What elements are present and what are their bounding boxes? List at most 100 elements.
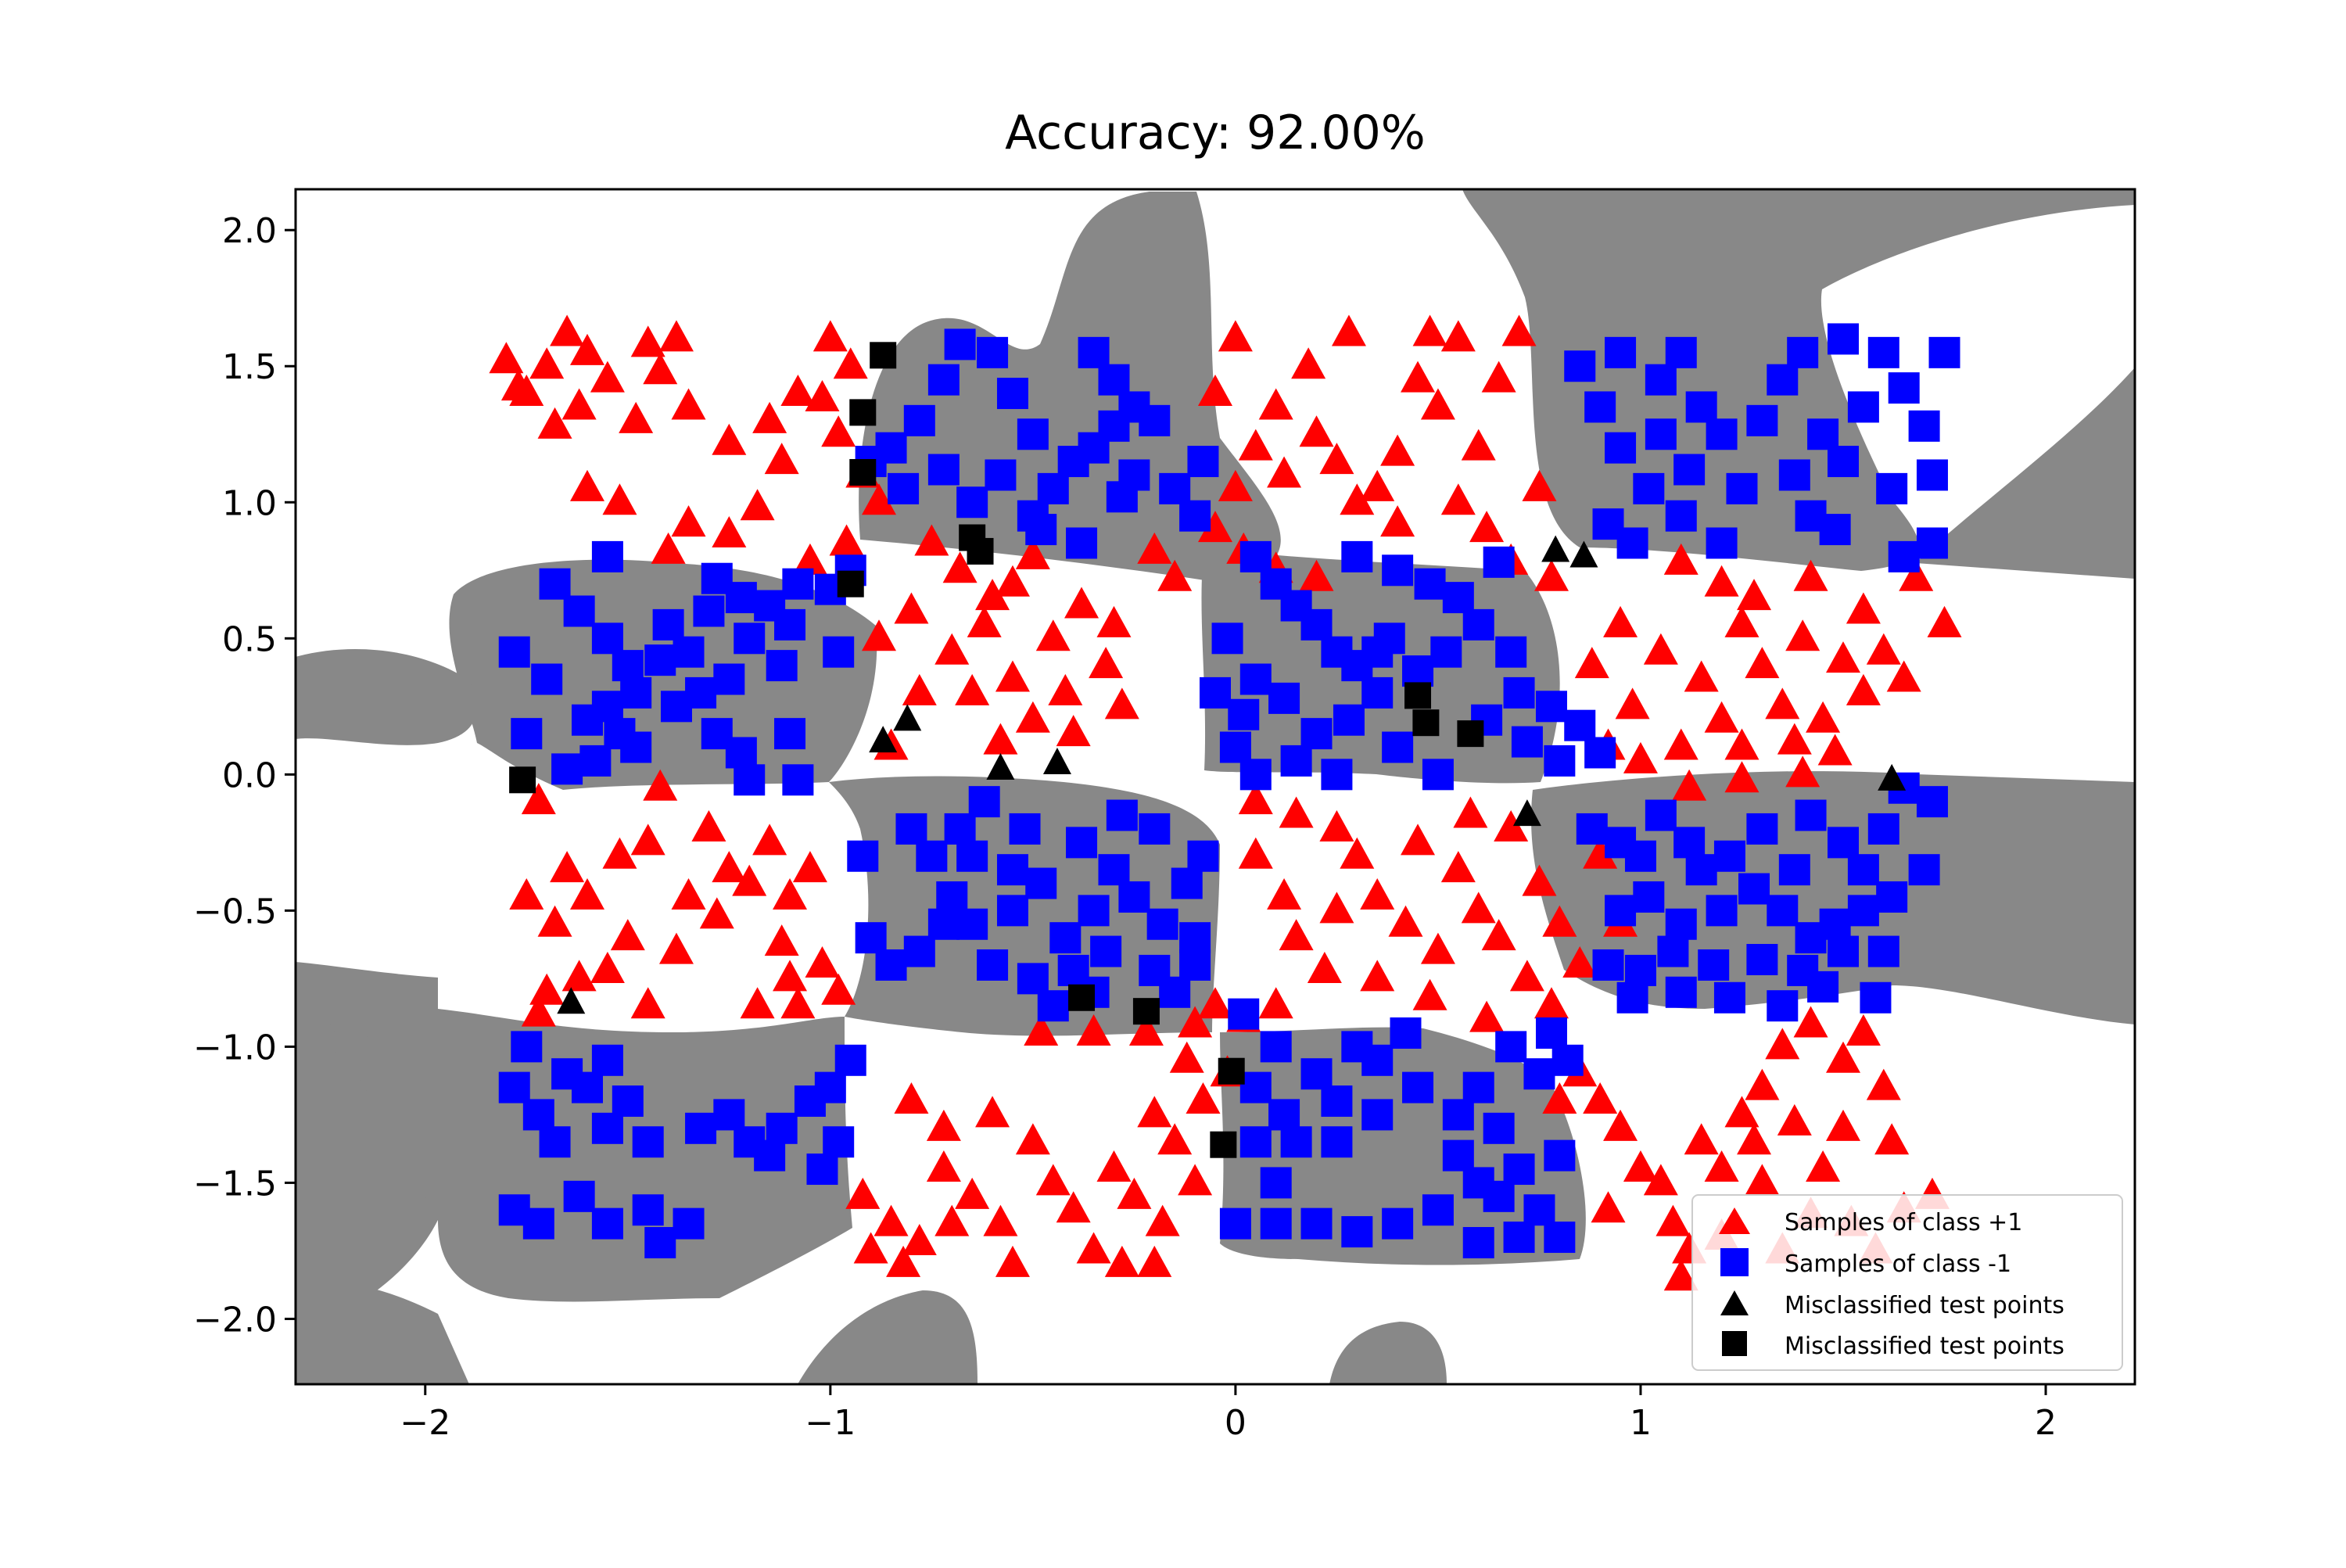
sample-triangle-marker-0-131 [671,877,706,910]
sample-triangle-marker-0-198 [853,1232,888,1264]
sample-square-marker-2-37 [1361,1099,1394,1131]
sample-triangle-marker-0-50 [1056,715,1091,747]
sample-square-marker-3-33 [1767,990,1799,1022]
sample-triangle-marker-0-157 [1388,905,1423,937]
sample-square-marker-2-23 [834,1044,866,1076]
misclassified-triangle-marker-4-8 [557,987,586,1014]
sample-triangle-marker-0-133 [732,864,767,896]
sample-square-marker-1-78 [1187,840,1219,872]
sample-triangle-marker-0-41 [1048,673,1083,705]
sample-triangle-marker-0-226 [1825,1109,1860,1141]
sample-triangle-marker-0-59 [1299,559,1334,591]
sample-triangle-marker-0-12 [500,369,536,401]
sample-square-marker-3-17 [1767,895,1799,927]
sample-triangle-marker-0-69 [1360,469,1395,501]
sample-triangle-marker-0-128 [521,995,556,1027]
misclassified-square-marker-5-6 [509,766,536,794]
sample-square-marker-1-150 [1787,336,1819,368]
sample-square-marker-1-43 [1017,418,1049,450]
sample-square-marker-1-154 [1847,391,1879,423]
misclassified-square-marker-5-13 [1210,1131,1237,1158]
sample-square-marker-1-47 [888,472,920,504]
sample-square-marker-2-6 [612,1085,644,1118]
sample-square-marker-1-14 [579,745,612,777]
sample-square-marker-3-11 [1847,854,1879,886]
sample-triangle-marker-0-239 [1684,1123,1719,1155]
sample-triangle-marker-0-149 [1319,892,1354,924]
sample-triangle-marker-0-189 [1169,1041,1204,1073]
sample-square-marker-3-6 [1713,840,1745,872]
sample-square-marker-3-35 [1665,976,1697,1008]
sample-triangle-marker-0-86 [1663,543,1699,575]
y-tick-label: 2.0 [222,211,277,251]
sample-triangle-marker-0-167 [1360,960,1395,992]
sample-triangle-marker-0-54 [1137,532,1172,564]
sample-square-marker-2-22 [814,1071,846,1103]
sample-square-marker-1-3 [591,623,623,655]
sample-triangle-marker-0-42 [1064,587,1099,619]
sample-square-marker-3-5 [1685,854,1717,886]
sample-square-marker-3-7 [1746,813,1778,845]
sample-square-marker-1-141 [1645,364,1677,396]
sample-square-marker-1-31 [660,691,692,723]
sample-triangle-marker-0-68 [1340,483,1375,515]
sample-triangle-marker-0-106 [1603,605,1638,637]
sample-square-marker-1-88 [855,922,887,954]
sample-square-marker-3-29 [1827,935,1859,967]
sample-square-marker-3-34 [1713,981,1745,1014]
sample-square-marker-1-163 [1673,454,1706,486]
sample-triangle-marker-0-156 [1420,932,1455,964]
sample-triangle-marker-0-210 [1583,1082,1618,1114]
misclassified-square-marker-5-8 [1412,709,1440,737]
sample-square-marker-1-58 [1159,472,1191,504]
sample-square-marker-1-153 [1807,418,1839,450]
sample-square-marker-1-20 [725,582,757,614]
sample-square-marker-1-111 [1239,663,1272,695]
sample-square-marker-1-114 [1239,759,1272,791]
sample-square-marker-1-83 [968,786,1000,818]
sample-square-marker-1-79 [1139,813,1171,845]
sample-triangle-marker-0-228 [1777,1103,1812,1136]
sample-triangle-marker-0-215 [1655,1204,1691,1236]
sample-triangle-marker-0-122 [509,877,544,910]
sample-triangle-marker-0-110 [1623,741,1658,773]
sample-square-marker-3-12 [1867,813,1899,845]
sample-square-marker-1-82 [1009,813,1041,845]
sample-triangle-marker-0-20 [821,415,856,447]
sample-triangle-marker-0-186 [1137,1096,1172,1128]
sample-triangle-marker-0-33 [942,551,978,583]
sample-square-marker-2-1 [498,1071,530,1103]
sample-triangle-marker-0-91 [1745,647,1780,679]
sample-square-marker-1-136 [1361,636,1394,668]
sample-triangle-marker-0-25 [792,543,827,575]
decision-region [1462,189,2135,571]
sample-triangle-marker-0-150 [1360,877,1395,910]
sample-square-marker-3-23 [1592,949,1624,981]
sample-square-marker-1-34 [774,718,806,750]
sample-triangle-marker-0-153 [1440,851,1476,883]
legend: Samples of class +1 Samples of class -1 … [1691,1194,2123,1371]
sample-square-marker-1-144 [1645,418,1677,450]
sample-square-marker-1-42 [996,378,1028,410]
sample-triangle-marker-0-32 [914,524,949,556]
sample-triangle-marker-0-168 [1307,951,1342,983]
legend-marker-class-neg [1720,1248,1749,1276]
sample-triangle-marker-0-113 [1817,734,1853,766]
sample-square-marker-1-149 [1767,364,1799,396]
sample-square-marker-2-13 [591,1207,623,1240]
sample-triangle-marker-0-172 [1238,783,1273,815]
sample-square-marker-1-132 [1584,737,1616,769]
sample-square-marker-1-135 [1382,731,1414,763]
sample-square-marker-1-120 [1442,582,1474,614]
sample-square-marker-2-0 [511,1031,543,1063]
sample-triangle-marker-0-130 [658,932,694,964]
sample-triangle-marker-0-177 [975,1096,1010,1128]
sample-triangle-marker-0-16 [780,375,816,407]
sample-square-marker-1-139 [1564,350,1596,382]
sample-triangle-marker-0-28 [671,505,706,537]
sample-triangle-marker-0-36 [1015,537,1050,569]
sample-triangle-marker-0-47 [1096,605,1132,637]
sample-square-marker-2-17 [685,1112,717,1144]
sample-square-marker-1-98 [1159,976,1191,1008]
sample-triangle-marker-0-164 [1534,987,1569,1019]
